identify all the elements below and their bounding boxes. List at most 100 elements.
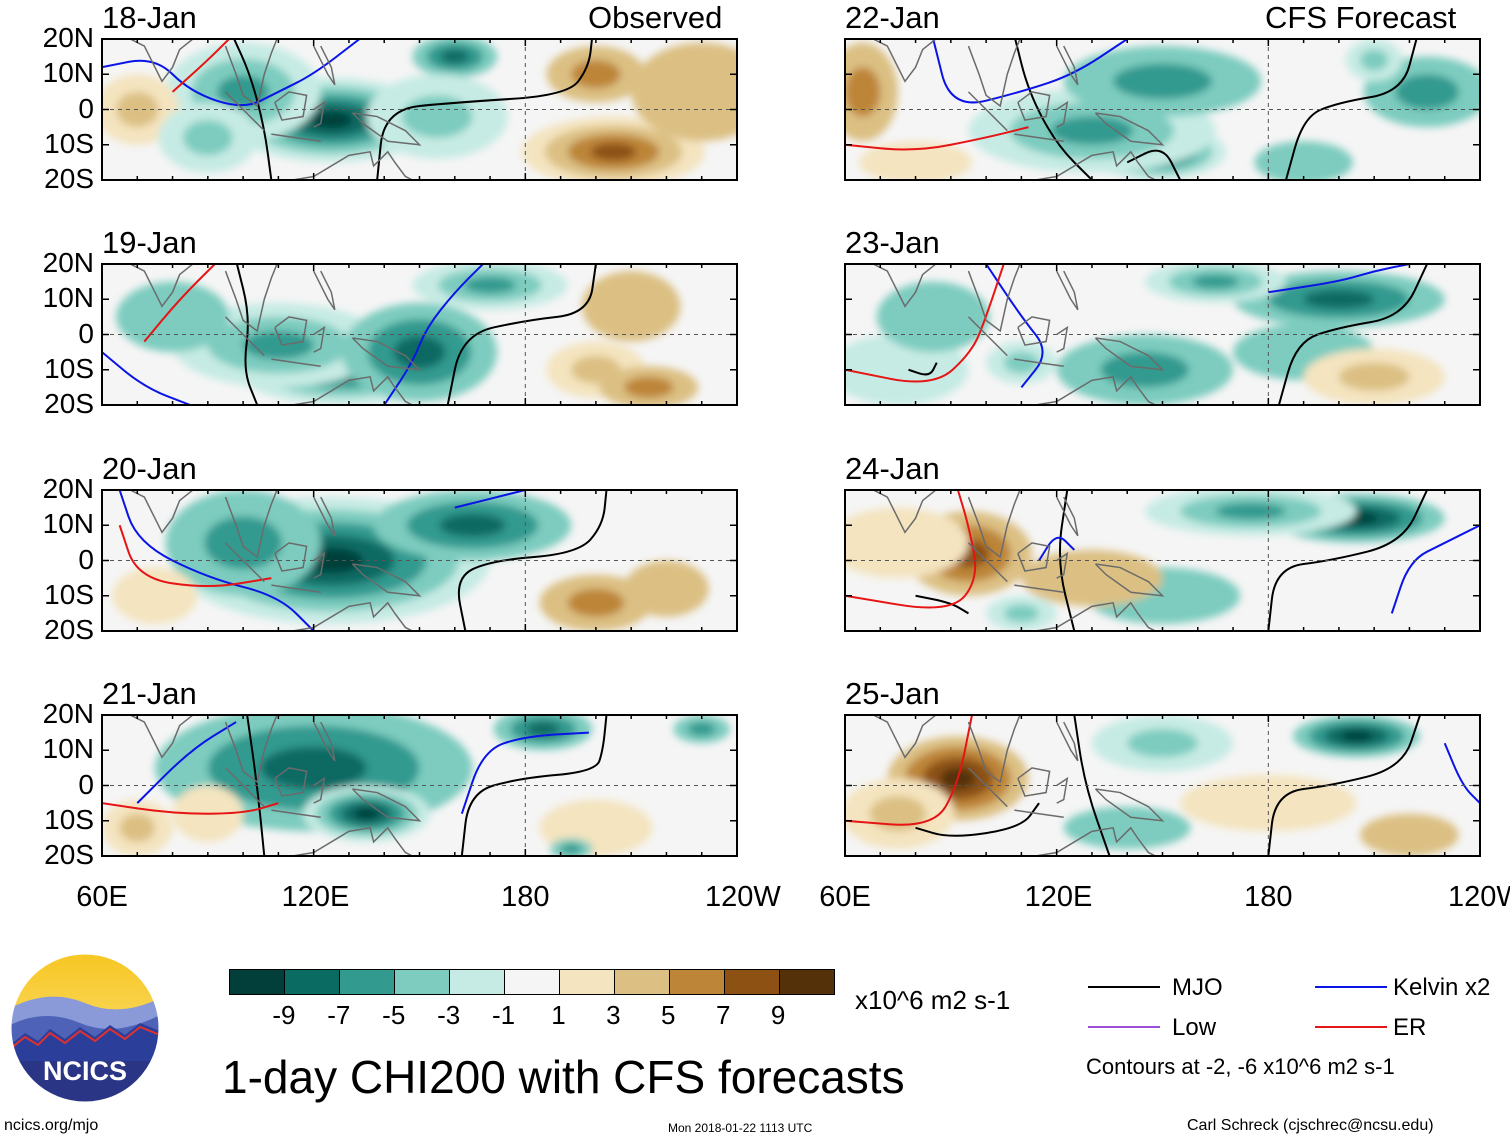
coastline	[1017, 316, 1051, 346]
lat-label: 10N	[42, 508, 94, 540]
lat-label: 0	[78, 317, 94, 349]
anomaly-field	[560, 843, 582, 855]
ncics-logo-icon	[10, 953, 160, 1103]
legend-low-line	[1088, 1026, 1160, 1028]
lat-label: 0	[78, 92, 94, 124]
colorbar-swatch	[450, 970, 505, 994]
colorbar-tick-label: 9	[770, 1000, 786, 1030]
anomaly-field	[581, 271, 681, 342]
anomaly-field	[869, 796, 927, 832]
colorbar-tick-label: 3	[606, 1000, 621, 1030]
colorbar-tick-label: -7	[327, 1000, 351, 1030]
coastline	[312, 721, 336, 762]
map-panel-24-Jan	[844, 489, 1481, 632]
coastline	[1035, 375, 1156, 405]
ncics-logo: NCICS	[10, 953, 160, 1103]
lat-label: 20N	[42, 698, 94, 729]
colorbar	[229, 969, 835, 995]
coastline	[351, 563, 422, 597]
coastline	[1056, 325, 1069, 353]
coastline	[224, 91, 265, 132]
wave-contour	[118, 524, 272, 588]
coastline	[967, 316, 1008, 357]
logo-text: NCICS	[42, 1056, 127, 1086]
legend-kelvin-label: Kelvin x2	[1393, 974, 1491, 1001]
wave-contour	[985, 264, 1044, 388]
anomaly-field	[624, 560, 709, 617]
anomaly-field	[567, 588, 625, 617]
wave-contour	[233, 39, 273, 180]
coastline	[1017, 767, 1051, 797]
map-panel-22-Jan	[844, 38, 1481, 181]
wave-contour	[1059, 490, 1076, 631]
legend-mjo-label: MJO	[1172, 974, 1223, 1001]
colorbar-tick-label: -5	[382, 1000, 406, 1030]
coastline	[1094, 112, 1165, 146]
anomaly-field	[1395, 74, 1459, 110]
coastline	[129, 715, 195, 759]
colorbar-swatch	[780, 970, 834, 994]
coastline	[967, 542, 1008, 583]
lat-label: 10N	[42, 57, 94, 89]
map-panel-19-Jan	[101, 263, 738, 406]
coastline	[1094, 563, 1165, 597]
map-panel-20-Jan	[101, 489, 738, 632]
anomaly-field	[1021, 549, 1163, 607]
wave-contour	[446, 264, 597, 405]
colorbar-tick-label: -1	[491, 1000, 516, 1030]
wave-contour	[915, 594, 969, 615]
anomaly-field	[1215, 502, 1286, 520]
lat-label: 0	[78, 768, 94, 800]
coastline	[1056, 100, 1069, 128]
colorbar-swatch	[615, 970, 670, 994]
wave-contour	[845, 490, 977, 609]
anomaly-field	[1191, 274, 1239, 289]
lat-label: 20N	[42, 247, 94, 278]
coastline	[1056, 551, 1069, 579]
coastline	[1014, 584, 1064, 593]
anomaly-field	[631, 42, 737, 142]
lat-label: 10S	[44, 127, 94, 159]
colorbar-unit: x10^6 m2 s-1	[855, 985, 1011, 1015]
coastline	[351, 337, 422, 371]
anomaly-field	[353, 808, 380, 820]
coastline	[312, 496, 336, 537]
coastline	[1014, 133, 1064, 142]
anomaly-field	[260, 746, 367, 790]
anomaly-field	[1303, 289, 1375, 309]
coastline	[1014, 809, 1064, 818]
observed-label: Observed	[588, 0, 723, 35]
timestamp: Mon 2018-01-22 1113 UTC	[668, 1121, 813, 1135]
coastline	[967, 91, 1008, 132]
lat-label: 20N	[42, 473, 94, 504]
colorbar-tick-label: -3	[437, 1000, 461, 1030]
lon-label: 60E	[76, 881, 128, 913]
coastline	[224, 767, 265, 808]
legend-kelvin-line	[1315, 986, 1387, 988]
anomaly-field	[590, 142, 637, 161]
legend-er-label: ER	[1393, 1014, 1427, 1041]
anomaly-field	[1063, 806, 1191, 849]
site-url[interactable]: ncics.org/mjo	[4, 1117, 99, 1134]
anomaly-field	[204, 516, 282, 570]
lat-label: 10S	[44, 803, 94, 835]
anomaly-field	[112, 567, 198, 624]
coastline	[224, 542, 265, 583]
coastline	[967, 715, 1021, 784]
wave-contour	[460, 731, 589, 815]
coastline	[967, 39, 1021, 108]
map-panel-25-Jan	[844, 714, 1481, 857]
coastline	[292, 150, 413, 180]
colorbar-tick-label: -9	[272, 1000, 296, 1030]
coastline	[351, 112, 422, 146]
wave-contour	[845, 264, 1005, 383]
anomaly-field	[1360, 49, 1389, 71]
anomaly-field	[1340, 730, 1373, 742]
coastline	[274, 542, 308, 572]
coastline	[292, 826, 413, 856]
wave-contour	[1073, 715, 1111, 856]
coastline	[224, 715, 278, 784]
wave-contour	[1285, 39, 1418, 180]
wave-contour	[915, 802, 1040, 837]
